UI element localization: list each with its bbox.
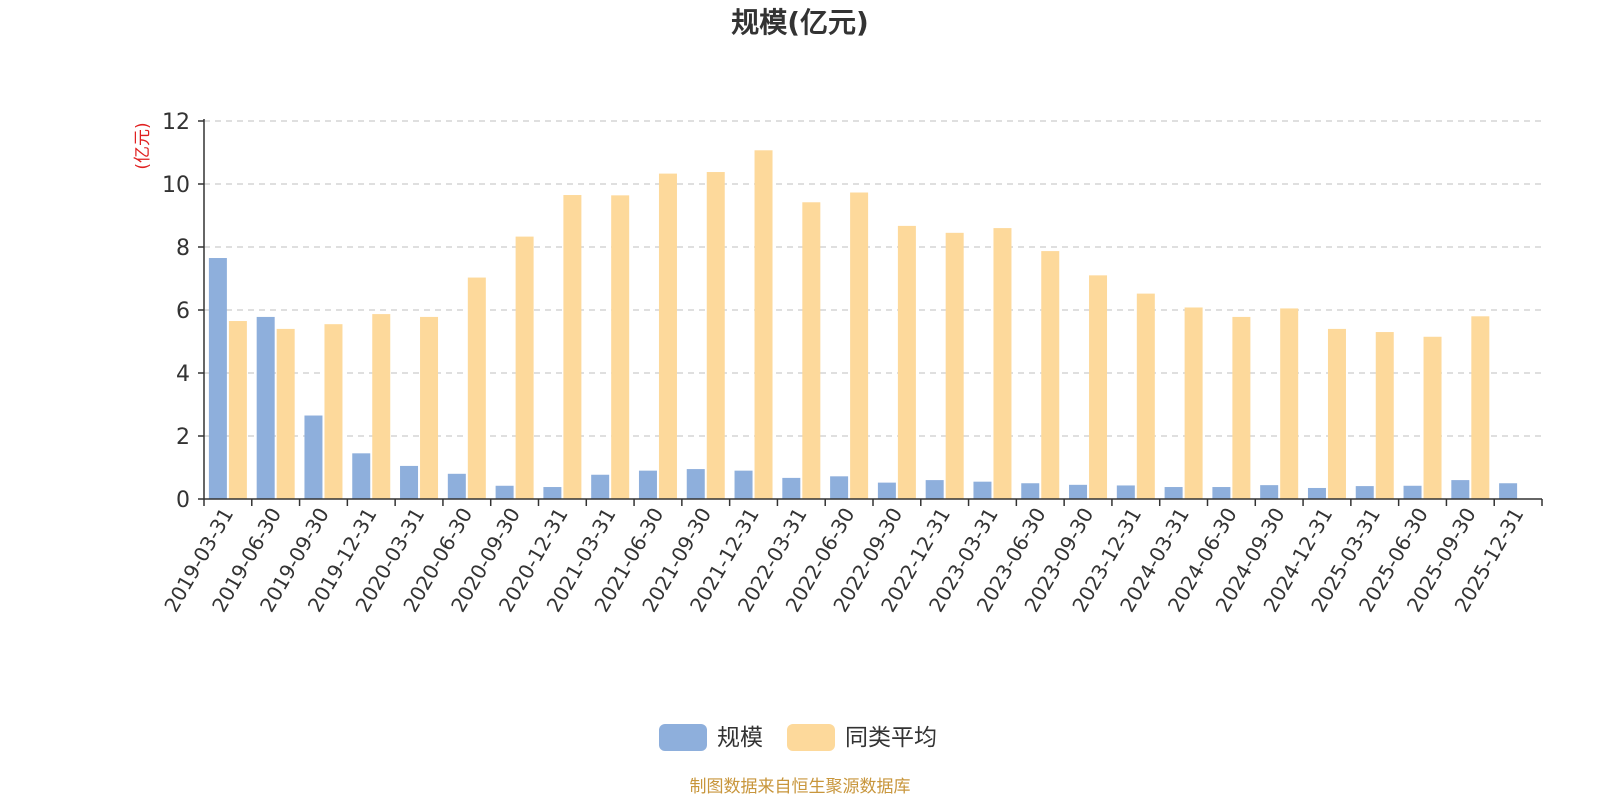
bar-peer-average[interactable] <box>1280 308 1299 499</box>
bar-peer-average[interactable] <box>1089 275 1108 499</box>
bar-scale[interactable] <box>973 481 992 499</box>
bar-scale[interactable] <box>256 316 275 499</box>
legend-label: 规模 <box>717 725 763 751</box>
bar-scale[interactable] <box>1307 487 1326 499</box>
legend-item[interactable]: 同类平均 <box>787 724 937 751</box>
bar-peer-average[interactable] <box>897 225 916 499</box>
bar-scale[interactable] <box>1451 480 1470 499</box>
bar-peer-average[interactable] <box>420 316 439 499</box>
legend[interactable]: 规模 同类平均 <box>659 724 937 751</box>
legend-item[interactable]: 规模 <box>659 724 763 751</box>
bar-peer-average[interactable] <box>1041 251 1060 499</box>
bar-scale[interactable] <box>304 415 323 499</box>
bar-scale[interactable] <box>400 465 419 499</box>
legend-swatch <box>659 724 707 751</box>
bar-scale[interactable] <box>1499 483 1518 499</box>
bar-scale[interactable] <box>495 485 514 499</box>
y-tick-label: 4 <box>176 362 190 387</box>
bar-peer-average[interactable] <box>850 192 869 499</box>
bar-peer-average[interactable] <box>1423 336 1442 499</box>
bar-scale[interactable] <box>543 487 562 499</box>
bar-scale[interactable] <box>447 473 466 499</box>
bar-peer-average[interactable] <box>1184 307 1203 499</box>
bar-peer-average[interactable] <box>372 314 391 499</box>
bar-scale[interactable] <box>1021 483 1040 499</box>
bar-peer-average[interactable] <box>467 277 486 499</box>
bar-scale[interactable] <box>686 469 705 499</box>
bar-peer-average[interactable] <box>1375 332 1394 499</box>
y-axis-label: (亿元) <box>133 122 153 169</box>
bar-peer-average[interactable] <box>754 150 773 500</box>
chart-title: 规模(亿元) <box>731 6 869 39</box>
bar-peer-average[interactable] <box>515 236 534 500</box>
bar-scale[interactable] <box>638 470 657 499</box>
bar-scale[interactable] <box>1069 484 1088 499</box>
y-tick-label: 8 <box>176 236 190 261</box>
y-tick-label: 10 <box>162 173 190 198</box>
bar-peer-average[interactable] <box>658 173 677 500</box>
bar-peer-average[interactable] <box>1327 328 1346 499</box>
bar-peer-average[interactable] <box>611 195 630 499</box>
bar-peer-average[interactable] <box>1471 316 1490 499</box>
bar-scale[interactable] <box>208 258 227 499</box>
bar-scale[interactable] <box>877 482 896 499</box>
bar-scale[interactable] <box>1212 487 1231 499</box>
bar-peer-average[interactable] <box>228 321 247 499</box>
bar-peer-average[interactable] <box>324 324 343 499</box>
bar-scale[interactable] <box>1116 485 1135 499</box>
bar-scale[interactable] <box>591 474 610 499</box>
bar-scale[interactable] <box>1260 485 1279 499</box>
bar-scale[interactable] <box>925 480 944 499</box>
y-tick-label: 0 <box>176 488 190 513</box>
bar-scale[interactable] <box>1164 487 1183 499</box>
legend-swatch <box>787 724 835 751</box>
bar-scale[interactable] <box>352 453 371 499</box>
bar-scale[interactable] <box>1355 486 1374 499</box>
y-tick-label: 2 <box>176 425 190 450</box>
bar-peer-average[interactable] <box>706 172 725 499</box>
axes <box>198 119 1543 506</box>
bar-scale[interactable] <box>830 476 849 499</box>
bar-scale[interactable] <box>734 470 753 499</box>
bar-peer-average[interactable] <box>945 232 964 499</box>
bar-peer-average[interactable] <box>276 328 295 499</box>
x-tick-labels: 2019-03-312019-06-302019-09-302019-12-31… <box>159 504 1528 617</box>
bar-peer-average[interactable] <box>802 202 821 499</box>
legend-label: 同类平均 <box>845 725 937 751</box>
y-tick-label: 12 <box>162 110 190 135</box>
bar-peer-average[interactable] <box>1232 316 1251 499</box>
bars <box>208 150 1518 500</box>
bar-scale[interactable] <box>1403 485 1422 499</box>
y-tick-labels: 0 2 4 6 8 10 12 <box>162 110 190 513</box>
bar-peer-average[interactable] <box>563 195 582 499</box>
y-tick-label: 6 <box>176 299 190 324</box>
bar-peer-average[interactable] <box>1136 293 1155 499</box>
bar-scale[interactable] <box>782 477 801 499</box>
source-note: 制图数据来自恒生聚源数据库 <box>690 777 911 797</box>
bar-peer-average[interactable] <box>993 228 1012 499</box>
